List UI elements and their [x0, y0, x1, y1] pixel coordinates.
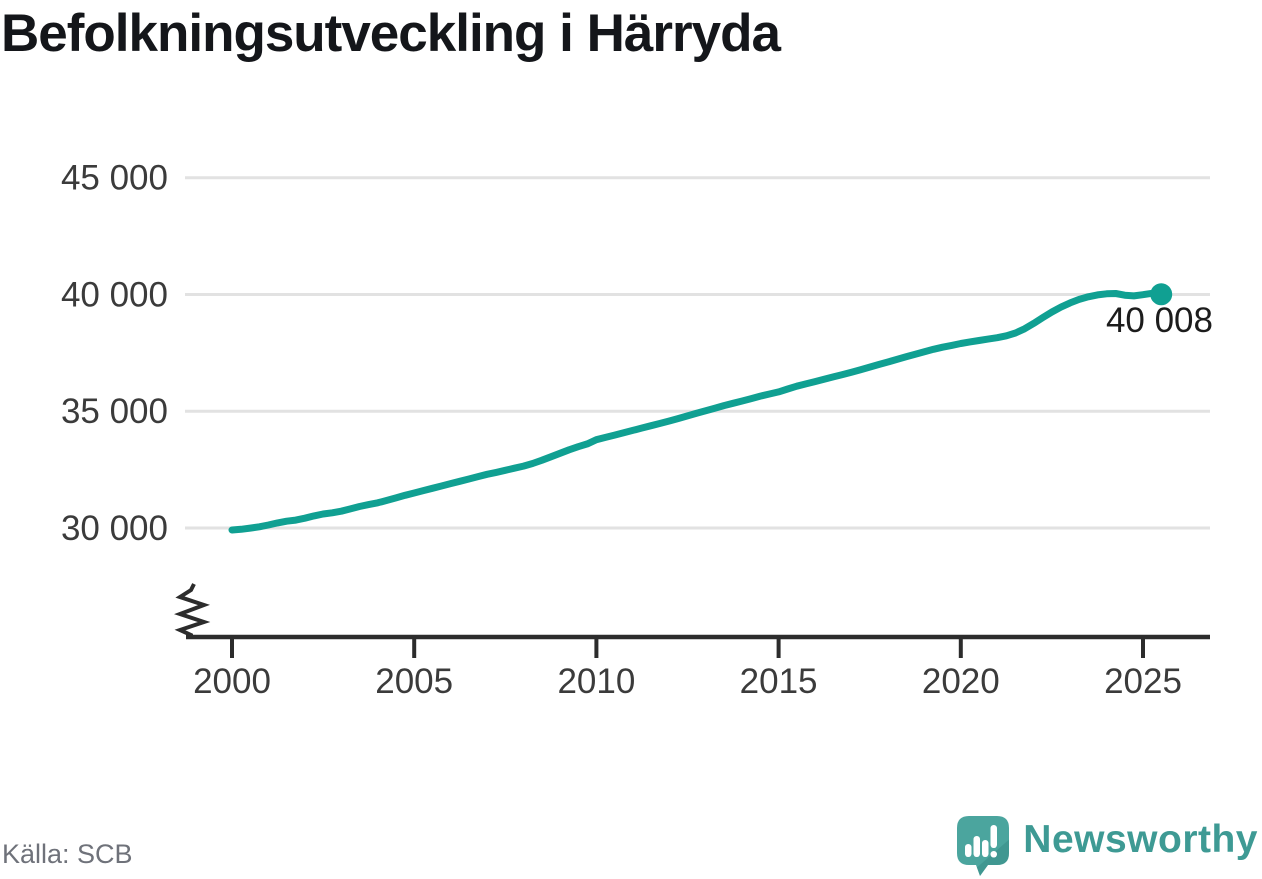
y-axis-label-30000: 30 000 — [61, 509, 168, 548]
latest-value-label: 40 008 — [1106, 301, 1213, 340]
y-axis-label-40000: 40 000 — [61, 275, 168, 314]
newsworthy-wordmark: Newsworthy — [1023, 817, 1258, 861]
source-caption: Källa: SCB — [2, 839, 133, 869]
x-axis-label-2015: 2015 — [740, 662, 818, 701]
y-axis-label-45000: 45 000 — [61, 159, 168, 198]
x-axis-label-2020: 2020 — [922, 662, 1000, 701]
bar-chart-glyph — [965, 836, 989, 857]
x-axis-label-2000: 2000 — [193, 662, 271, 701]
x-axis-label-2025: 2025 — [1104, 662, 1182, 701]
x-axis-label-2005: 2005 — [375, 662, 453, 701]
x-axis-label-2010: 2010 — [557, 662, 635, 701]
newsworthy-icon — [957, 816, 1010, 876]
latest-value-dot — [1150, 283, 1173, 306]
newsworthy-logo: Newsworthy — [954, 815, 1258, 877]
exclamation-glyph — [990, 825, 998, 858]
bubble-shade — [966, 819, 1010, 876]
y-axis-label-35000: 35 000 — [61, 392, 168, 431]
population-series-line — [228, 289, 1165, 534]
y-axis-break-icon — [174, 583, 211, 639]
chart-title: Befolkningsutveckling i Härryda — [1, 4, 781, 63]
